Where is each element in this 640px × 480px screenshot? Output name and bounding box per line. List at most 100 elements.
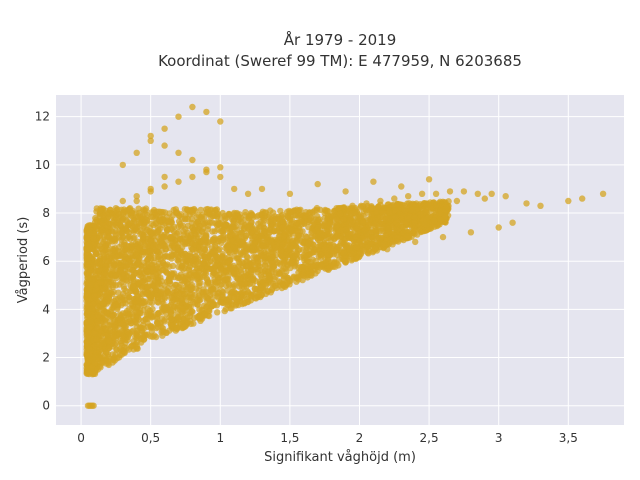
scatter-point xyxy=(176,299,183,307)
scatter-point xyxy=(280,273,287,280)
scatter-point xyxy=(217,118,224,125)
scatter-point xyxy=(307,258,314,266)
scatter-point xyxy=(398,183,405,190)
grid xyxy=(56,95,624,425)
scatter-point xyxy=(347,214,354,222)
scatter-point xyxy=(225,211,233,219)
scatter-point xyxy=(157,251,164,259)
scatter-point xyxy=(161,233,168,241)
scatter-point xyxy=(120,283,127,290)
scatter-point xyxy=(168,253,175,260)
scatter-point xyxy=(148,314,155,321)
scatter-point xyxy=(198,215,206,222)
scatter-point xyxy=(175,263,182,270)
scatter-point xyxy=(161,282,168,289)
scatter-point xyxy=(93,271,100,279)
scatter-point xyxy=(124,278,131,285)
scatter-point xyxy=(97,279,104,286)
scatter-point xyxy=(186,271,193,278)
scatter-point xyxy=(140,299,148,306)
scatter-point xyxy=(146,224,154,232)
scatter-point xyxy=(365,221,372,228)
scatter-point xyxy=(565,197,572,205)
scatter-point xyxy=(372,227,379,234)
scatter-point xyxy=(460,188,468,195)
scatter-point xyxy=(247,211,255,218)
scatter-point xyxy=(154,229,161,236)
scatter-point xyxy=(140,325,147,332)
scatter-point xyxy=(189,294,196,301)
scatter-point xyxy=(295,207,302,214)
scatter-point xyxy=(217,266,224,273)
scatter-point xyxy=(102,228,109,235)
scatter-point xyxy=(214,292,221,300)
scatter-point xyxy=(124,312,131,319)
scatter-point xyxy=(165,221,173,228)
scatter-point xyxy=(474,190,481,197)
scatter-point xyxy=(340,216,347,223)
scatter-point xyxy=(312,258,319,265)
scatter-point xyxy=(105,294,113,301)
scatter-point xyxy=(84,358,92,366)
y-tick-label: 0 xyxy=(42,399,50,413)
scatter-point xyxy=(311,233,318,240)
scatter-point xyxy=(92,281,99,289)
scatter-point xyxy=(488,190,495,197)
x-axis-label: Signifikant våghöjd (m) xyxy=(264,450,416,465)
scatter-point xyxy=(205,222,212,229)
scatter-point xyxy=(159,327,166,334)
scatter-point xyxy=(306,264,314,272)
scatter-point xyxy=(361,228,368,235)
scatter-point xyxy=(151,332,158,339)
scatter-point xyxy=(126,219,133,226)
scatter-point xyxy=(267,207,274,214)
data-points xyxy=(83,103,607,409)
scatter-point xyxy=(231,224,238,231)
scatter-point xyxy=(275,233,283,240)
scatter-point xyxy=(153,247,160,254)
scatter-point xyxy=(213,253,220,260)
scatter-point xyxy=(234,255,242,262)
scatter-point xyxy=(351,209,358,216)
scatter-point xyxy=(133,309,141,316)
scatter-point xyxy=(119,209,127,217)
scatter-point xyxy=(237,275,244,282)
scatter-point xyxy=(175,218,183,225)
scatter-point xyxy=(133,193,140,200)
scatter-point xyxy=(85,269,93,276)
scatter-point xyxy=(146,294,154,301)
scatter-point xyxy=(86,254,94,261)
scatter-point xyxy=(157,242,164,250)
chart-subtitle: Koordinat (Sweref 99 TM): E 477959, N 62… xyxy=(158,52,522,70)
scatter-point xyxy=(87,281,95,288)
scatter-point xyxy=(308,227,316,234)
scatter-point xyxy=(260,253,267,260)
scatter-point xyxy=(155,217,163,224)
scatter-point xyxy=(168,240,175,247)
scatter-point xyxy=(346,246,353,253)
scatter-point xyxy=(91,293,98,300)
scatter-point xyxy=(453,197,461,205)
scatter-point xyxy=(311,207,319,214)
scatter-point xyxy=(224,243,231,250)
scatter-point xyxy=(393,226,401,234)
scatter-point xyxy=(244,190,252,197)
scatter-point xyxy=(103,245,111,253)
scatter-point xyxy=(359,219,367,226)
x-tick-label: 2 xyxy=(356,431,364,445)
y-tick-label: 4 xyxy=(42,302,50,316)
scatter-point xyxy=(119,270,127,277)
scatter-point xyxy=(277,207,284,215)
scatter-point xyxy=(360,247,368,254)
scatter-point xyxy=(231,185,238,193)
scatter-point xyxy=(238,249,245,257)
scatter-point xyxy=(342,188,349,195)
scatter-point xyxy=(243,253,251,260)
scatter-point xyxy=(342,258,349,265)
scatter-point xyxy=(168,270,175,277)
y-tick-label: 10 xyxy=(35,158,50,172)
scatter-point xyxy=(288,227,296,235)
scatter-point xyxy=(175,284,183,291)
scatter-point xyxy=(272,282,280,289)
scatter-point xyxy=(417,211,424,218)
